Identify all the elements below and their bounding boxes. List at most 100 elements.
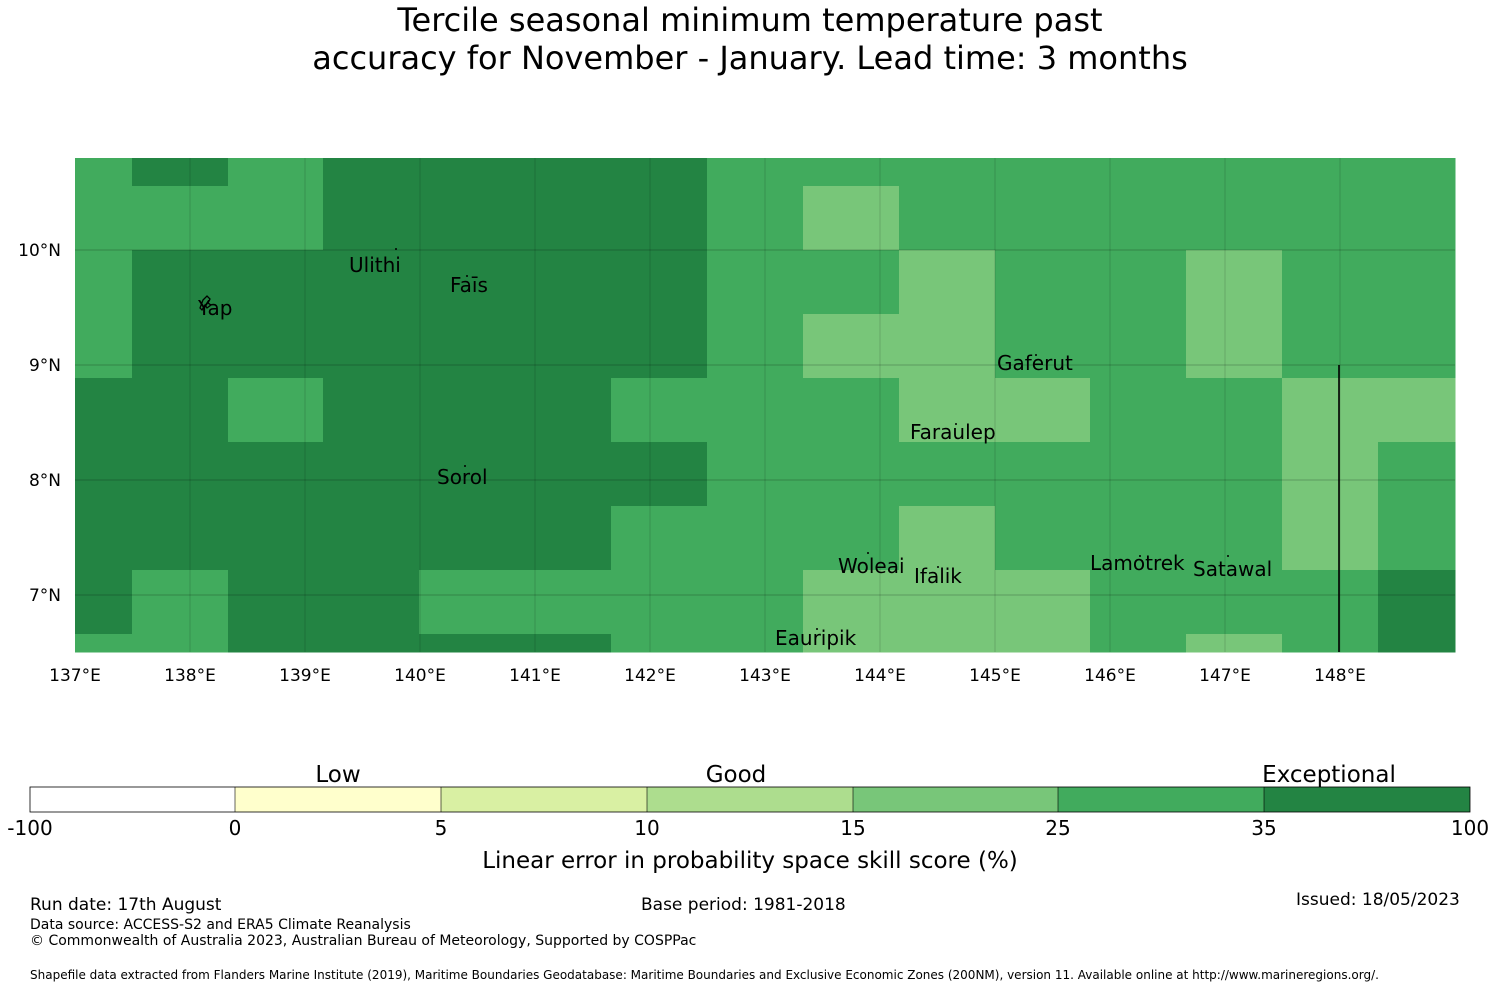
island-speck <box>464 465 466 467</box>
lon-tick-label: 140°E <box>394 666 446 686</box>
skill-cell <box>419 378 516 443</box>
colorbar-categories: Low Good Exceptional <box>315 762 1395 788</box>
skill-cell <box>611 378 708 443</box>
skill-cell <box>228 570 324 635</box>
skill-cell <box>707 634 804 653</box>
island-speck <box>867 552 869 554</box>
colorbar-tick-label: 100 <box>1451 816 1489 840</box>
colorbar-segment <box>441 787 647 812</box>
colorbar-tick-label: -100 <box>7 816 52 840</box>
skill-cell <box>995 378 1091 443</box>
skill-cell <box>515 378 612 443</box>
skill-cell <box>1282 158 1379 187</box>
colorbar-segment <box>647 787 853 812</box>
skill-cell <box>1090 506 1187 571</box>
skill-cell <box>995 186 1091 251</box>
issued-date: Issued: 18/05/2023 <box>1296 890 1460 910</box>
lon-tick-label: 138°E <box>164 666 216 686</box>
skill-cell <box>1186 506 1283 571</box>
skill-cell <box>75 314 133 379</box>
skill-cell <box>707 378 804 443</box>
colorbar-tick-label: 25 <box>1045 816 1070 840</box>
skill-cell <box>1378 378 1456 443</box>
place-label-eauripik: Eauripik <box>775 626 857 650</box>
skill-cell <box>1186 158 1283 187</box>
skill-cell <box>995 570 1091 635</box>
lon-tick-label: 146°E <box>1084 666 1136 686</box>
skill-cell <box>1186 186 1283 251</box>
skill-cell <box>419 250 516 315</box>
lon-tick-label: 144°E <box>854 666 906 686</box>
lat-tick-label: 10°N <box>18 241 61 261</box>
skill-cell <box>132 570 229 635</box>
place-label-faraulep: Faraulep <box>910 420 996 444</box>
skill-cell <box>611 158 708 187</box>
title-line-1: Tercile seasonal minimum temperature pas… <box>397 1 1103 39</box>
skill-cell <box>515 634 612 653</box>
skill-cell <box>132 250 229 315</box>
skill-cell <box>228 442 324 507</box>
place-label-satawal: Satawal <box>1193 557 1272 581</box>
skill-cell <box>132 442 229 507</box>
colorbar-tick-labels: -100 0 5 10 15 25 35 100 <box>7 816 1489 840</box>
skill-cell <box>1186 634 1283 653</box>
colorbar-category-exceptional: Exceptional <box>1262 762 1396 788</box>
skill-cell <box>707 314 804 379</box>
skill-cell <box>228 186 324 251</box>
skill-cell <box>228 158 324 187</box>
lon-tick-label: 145°E <box>969 666 1021 686</box>
skill-cell <box>707 250 804 315</box>
island-speck <box>937 566 939 568</box>
skill-cell <box>707 570 804 635</box>
skill-cell <box>1378 186 1456 251</box>
skill-grid <box>75 158 1456 653</box>
skill-cell <box>323 314 420 379</box>
skill-cell <box>228 314 324 379</box>
skill-cell <box>75 186 133 251</box>
skill-cell <box>419 442 516 507</box>
place-label-ifalik: Ifalik <box>914 564 962 588</box>
skill-cell <box>228 250 324 315</box>
skill-cell <box>611 506 708 571</box>
skill-cell <box>611 186 708 251</box>
skill-cell <box>515 186 612 251</box>
skill-cell <box>228 506 324 571</box>
place-label-ulithi: Ulithi <box>349 253 401 277</box>
island-speck <box>466 275 468 277</box>
skill-cell <box>611 250 708 315</box>
skill-cell <box>899 314 996 379</box>
lat-tick-label: 9°N <box>29 356 61 376</box>
skill-cell <box>323 506 420 571</box>
skill-cell <box>803 378 900 443</box>
skill-cell <box>75 634 133 653</box>
island-speck <box>1139 555 1141 557</box>
skill-cell <box>75 570 133 635</box>
skill-cell <box>1282 506 1379 571</box>
skill-cell <box>1282 634 1379 653</box>
skill-cell <box>419 314 516 379</box>
skill-cell <box>515 442 612 507</box>
skill-cell <box>899 570 996 635</box>
skill-cell <box>419 506 516 571</box>
skill-cell <box>1090 250 1187 315</box>
skill-cell <box>323 378 420 443</box>
skill-cell <box>323 158 420 187</box>
colorbar-category-low: Low <box>315 762 360 788</box>
lon-tick-label: 147°E <box>1199 666 1251 686</box>
skill-cell <box>1378 570 1456 635</box>
place-label-sorol: Sorol <box>437 465 488 489</box>
skill-cell <box>1186 570 1283 635</box>
skill-cell <box>132 378 229 443</box>
shapefile-credit: Shapefile data extracted from Flanders M… <box>30 968 1379 982</box>
lon-tick-label: 143°E <box>739 666 791 686</box>
skill-cell <box>803 250 900 315</box>
skill-cell <box>1282 314 1379 379</box>
skill-cell <box>75 250 133 315</box>
place-label-lamotrek: Lamotrek <box>1090 551 1185 575</box>
place-label-yap: Yap <box>197 296 232 320</box>
colorbar-segment <box>235 787 441 812</box>
skill-cell <box>611 634 708 653</box>
skill-cell <box>995 158 1091 187</box>
skill-cell <box>228 378 324 443</box>
lon-tick-label: 141°E <box>509 666 561 686</box>
